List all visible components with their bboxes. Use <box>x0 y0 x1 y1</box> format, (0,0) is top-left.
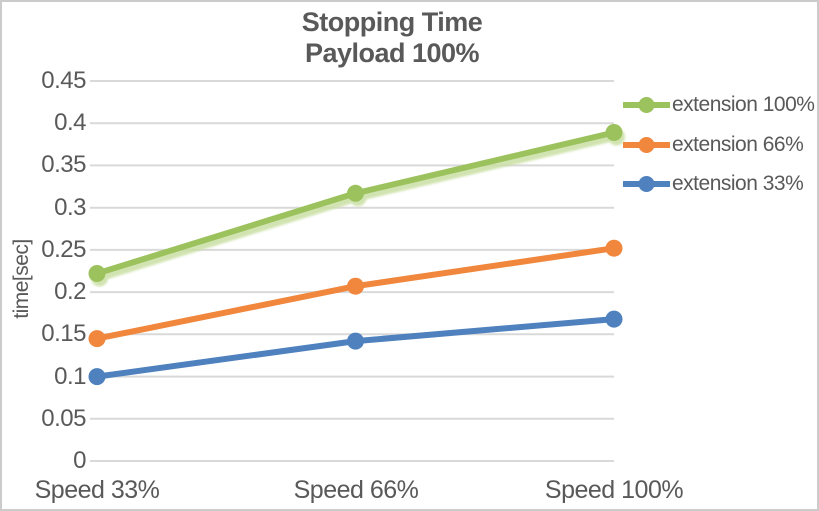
legend-swatch <box>623 176 670 192</box>
legend-label: extension 100% <box>672 93 815 116</box>
legend-label: extension 33% <box>672 172 804 195</box>
series-extension-66- <box>88 239 623 348</box>
series-extension-33- <box>88 310 623 386</box>
y-tick-label: 0.3 <box>54 194 86 221</box>
data-point-marker <box>347 277 364 295</box>
data-point-marker <box>88 368 106 386</box>
legend-swatch <box>623 137 670 153</box>
y-tick-label: 0.2 <box>54 278 86 305</box>
data-point-marker <box>88 265 106 282</box>
chart-title-line2: Payload 100% <box>304 38 480 68</box>
y-tick-label: 0.15 <box>41 320 86 347</box>
legend-swatch <box>623 97 670 113</box>
data-point-marker <box>605 239 623 257</box>
y-tick-label: 0.1 <box>54 363 86 390</box>
legend-label: extension 66% <box>672 133 804 156</box>
data-point-marker <box>605 310 623 328</box>
y-tick-label: 0.45 <box>41 67 86 94</box>
series-extension-100- <box>88 124 623 282</box>
y-tick-label: 0 <box>73 447 86 474</box>
data-point-marker <box>347 184 364 202</box>
y-tick-label: 0.25 <box>41 236 86 263</box>
legend-item-extension-66-: extension 66% <box>623 125 804 165</box>
data-point-marker <box>605 124 623 141</box>
x-tick-label: Speed 33% <box>34 476 160 504</box>
data-point-marker <box>88 330 106 348</box>
chart-title-line1: Stopping Time <box>301 7 483 37</box>
y-tick-label: 0.4 <box>54 109 86 136</box>
legend-item-extension-100-: extension 100% <box>623 85 815 125</box>
x-tick-label: Speed 100% <box>544 476 684 504</box>
legend-item-extension-33-: extension 33% <box>623 164 804 204</box>
y-tick-label: 0.35 <box>41 151 86 178</box>
y-tick-label: 0.05 <box>41 405 86 432</box>
x-tick-label: Speed 66% <box>293 476 419 504</box>
data-point-marker <box>347 332 364 350</box>
